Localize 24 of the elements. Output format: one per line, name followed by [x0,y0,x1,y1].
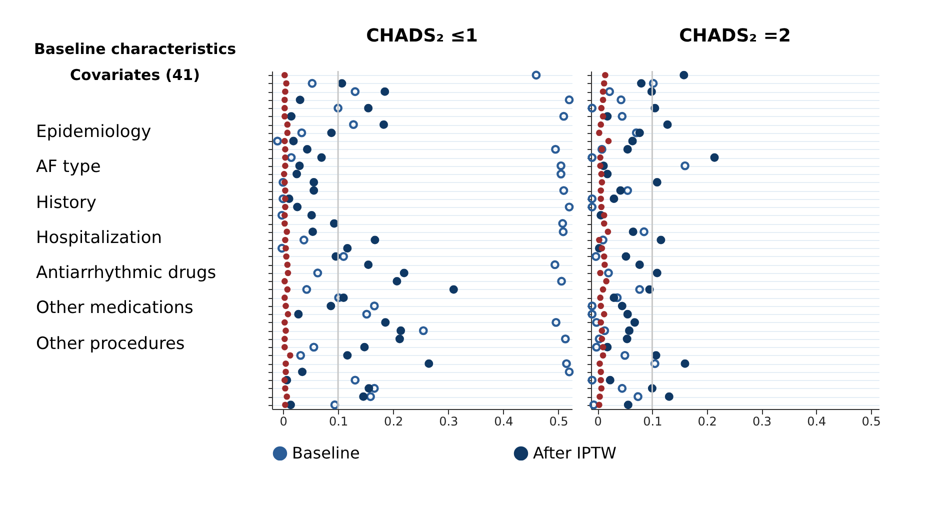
chart-title: CHADS₂ =2 [679,26,791,47]
x-tick-label: 0.5 [862,414,881,428]
text: Other medications [35,298,194,320]
text: Epidemiology [35,122,152,144]
x-tick-label: 0 [280,414,288,428]
chart-title: CHADS₂ ≤1 [366,25,478,46]
legend-label: After IPTW [533,443,617,462]
text: Antiarrhythmic drugs [35,263,218,286]
x-tick-label: 0 [594,414,602,428]
text: Hospitalization [35,228,163,250]
y-axis-title: Baseline characteristics Covariates (41) [32,39,238,86]
x-tick-label: 0.3 [439,414,458,428]
x-tick-label: 0.4 [807,414,826,428]
legend-label: Baseline [292,443,360,462]
text: Other procedures [35,334,186,356]
x-tick-label: 0.2 [384,414,404,428]
x-tick-label: 0.2 [698,414,717,428]
x-tick-label: 0.1 [329,414,348,428]
x-tick-label: 0.1 [643,414,662,428]
x-tick-label: 0.5 [549,414,568,428]
text: History [35,192,98,215]
x-tick-label: 0.4 [494,414,514,428]
text: AF type [35,157,102,180]
x-tick-label: 0.3 [752,414,772,428]
